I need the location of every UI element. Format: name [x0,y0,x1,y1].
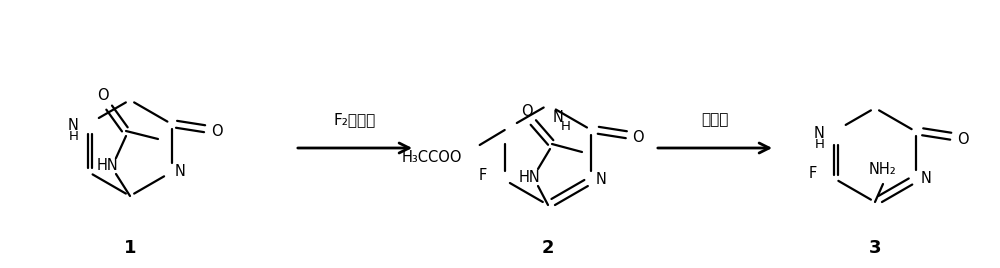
Text: 3: 3 [869,239,881,257]
Text: N: N [813,126,824,141]
Text: 1: 1 [124,239,136,257]
Text: 2: 2 [542,239,554,257]
Text: O: O [97,88,109,103]
Text: F: F [479,168,487,183]
Text: N: N [553,110,564,125]
Text: F₂，甲酸: F₂，甲酸 [334,113,376,128]
Text: HN: HN [97,158,119,173]
Text: NH₂: NH₂ [869,162,897,177]
Text: H: H [814,138,824,151]
Text: N: N [920,171,931,186]
Text: N: N [68,118,78,133]
Text: O: O [521,103,533,118]
Text: 氨甲醇: 氨甲醇 [701,113,729,128]
Text: O: O [632,131,644,146]
Text: H: H [69,131,78,143]
Text: H: H [561,120,571,132]
Text: F: F [808,166,816,181]
Text: N: N [596,173,607,188]
Text: N: N [174,165,185,180]
Text: O: O [211,125,222,140]
Text: O: O [957,132,969,147]
Text: HN: HN [519,169,541,184]
Text: H₃CCOO: H₃CCOO [401,150,462,165]
